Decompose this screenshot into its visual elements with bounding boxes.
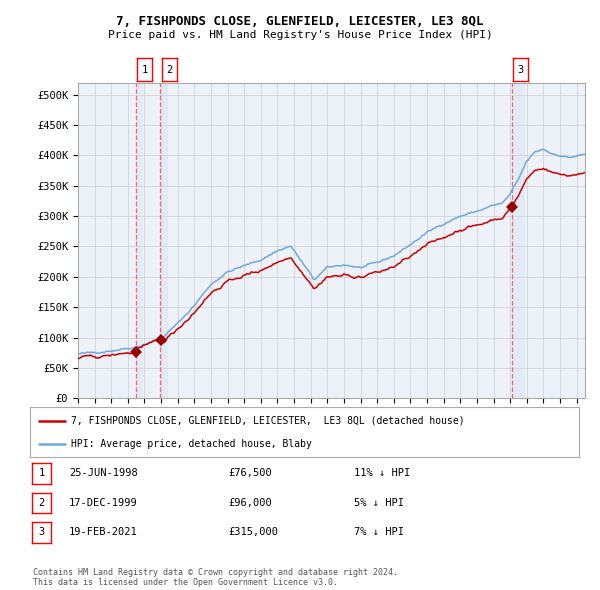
Text: 25-JUN-1998: 25-JUN-1998: [69, 468, 138, 478]
Text: 5% ↓ HPI: 5% ↓ HPI: [354, 498, 404, 507]
Text: 3: 3: [518, 65, 524, 74]
Bar: [512, 83, 524, 398]
Text: HPI: Average price, detached house, Blaby: HPI: Average price, detached house, Blab…: [71, 439, 312, 449]
Text: 7, FISHPONDS CLOSE, GLENFIELD, LEICESTER, LE3 8QL: 7, FISHPONDS CLOSE, GLENFIELD, LEICESTER…: [116, 15, 484, 28]
Text: 7, FISHPONDS CLOSE, GLENFIELD, LEICESTER,  LE3 8QL (detached house): 7, FISHPONDS CLOSE, GLENFIELD, LEICESTER…: [71, 415, 465, 425]
Text: 11% ↓ HPI: 11% ↓ HPI: [354, 468, 410, 478]
Text: Contains HM Land Registry data © Crown copyright and database right 2024.
This d: Contains HM Land Registry data © Crown c…: [33, 568, 398, 587]
Text: 1: 1: [142, 65, 148, 74]
Text: £76,500: £76,500: [228, 468, 272, 478]
Text: £315,000: £315,000: [228, 527, 278, 537]
Text: 3: 3: [38, 527, 44, 537]
Text: 1: 1: [38, 468, 44, 478]
Text: 19-FEB-2021: 19-FEB-2021: [69, 527, 138, 537]
Bar: [160, 83, 168, 398]
Text: 2: 2: [166, 65, 172, 74]
Text: Price paid vs. HM Land Registry's House Price Index (HPI): Price paid vs. HM Land Registry's House …: [107, 30, 493, 40]
Text: 17-DEC-1999: 17-DEC-1999: [69, 498, 138, 507]
Bar: [136, 83, 143, 398]
Text: 2: 2: [38, 498, 44, 508]
Text: £96,000: £96,000: [228, 498, 272, 507]
Text: 7% ↓ HPI: 7% ↓ HPI: [354, 527, 404, 537]
